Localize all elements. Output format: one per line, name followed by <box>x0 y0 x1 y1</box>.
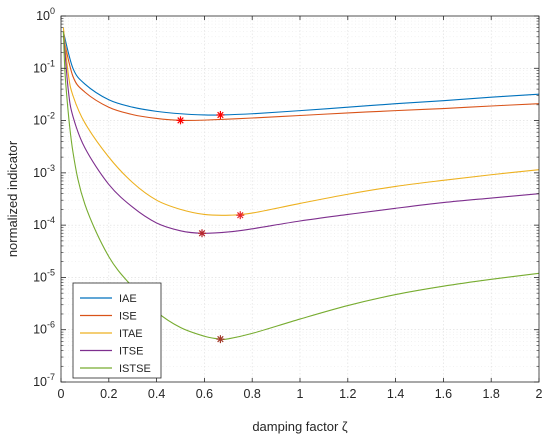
y-axis-label: normalized indicator <box>5 140 20 257</box>
x-tick-label: 1.8 <box>483 387 500 401</box>
x-tick-label: 0.6 <box>196 387 213 401</box>
legend-label-ise: ISE <box>119 311 137 323</box>
y-tick-label: 10-3 <box>33 163 55 180</box>
legend-label-iae: IAE <box>119 293 137 305</box>
series-line-ise <box>62 36 540 122</box>
optimum-marker-istse <box>216 335 225 344</box>
x-tick-label: 0.2 <box>100 387 117 401</box>
x-tick-label: 2 <box>536 387 543 401</box>
optimum-marker-ise <box>216 110 225 119</box>
x-tick-label: 1.6 <box>435 387 452 401</box>
point-markers <box>176 110 245 344</box>
x-tick-label: 0.4 <box>148 387 165 401</box>
y-tick-labels: 100 10-1 10-2 10-3 10-4 10-5 10-6 10-7 <box>33 6 55 389</box>
y-tick-label: 10-7 <box>33 372 55 389</box>
x-tick-label: 0.8 <box>244 387 261 401</box>
y-tick-label: 10-5 <box>33 267 55 284</box>
y-tick-label: 10-4 <box>33 215 55 232</box>
series-line-itae <box>62 27 540 216</box>
legend-label-itae: ITAE <box>119 328 143 340</box>
x-tick-label: 1.4 <box>387 387 404 401</box>
legend-box <box>72 282 162 379</box>
optimum-marker-iae <box>176 116 185 125</box>
legend: IAE ISE ITAE ITSE ISTSE <box>72 282 162 379</box>
x-axis-label: damping factor ζ <box>252 419 348 434</box>
x-tick-label: 1 <box>297 387 304 401</box>
optimum-marker-itae <box>236 211 245 220</box>
y-tick-label: 10-6 <box>33 320 55 337</box>
series-lines <box>62 27 540 341</box>
optimum-marker-itse <box>198 229 207 238</box>
x-tick-label: 0 <box>58 387 65 401</box>
legend-label-istse: ISTSE <box>119 363 151 375</box>
x-tick-labels: 0 0.2 0.4 0.6 0.8 1 1.2 1.4 1.6 1.8 2 <box>58 387 543 401</box>
y-tick-label: 10-2 <box>33 111 55 128</box>
series-line-iae <box>62 31 540 116</box>
ticks <box>60 15 540 383</box>
legend-label-itse: ITSE <box>119 346 143 358</box>
y-tick-label: 100 <box>36 6 55 23</box>
series-line-istse <box>62 31 540 341</box>
y-tick-label: 10-1 <box>33 58 55 75</box>
x-tick-label: 1.2 <box>339 387 356 401</box>
